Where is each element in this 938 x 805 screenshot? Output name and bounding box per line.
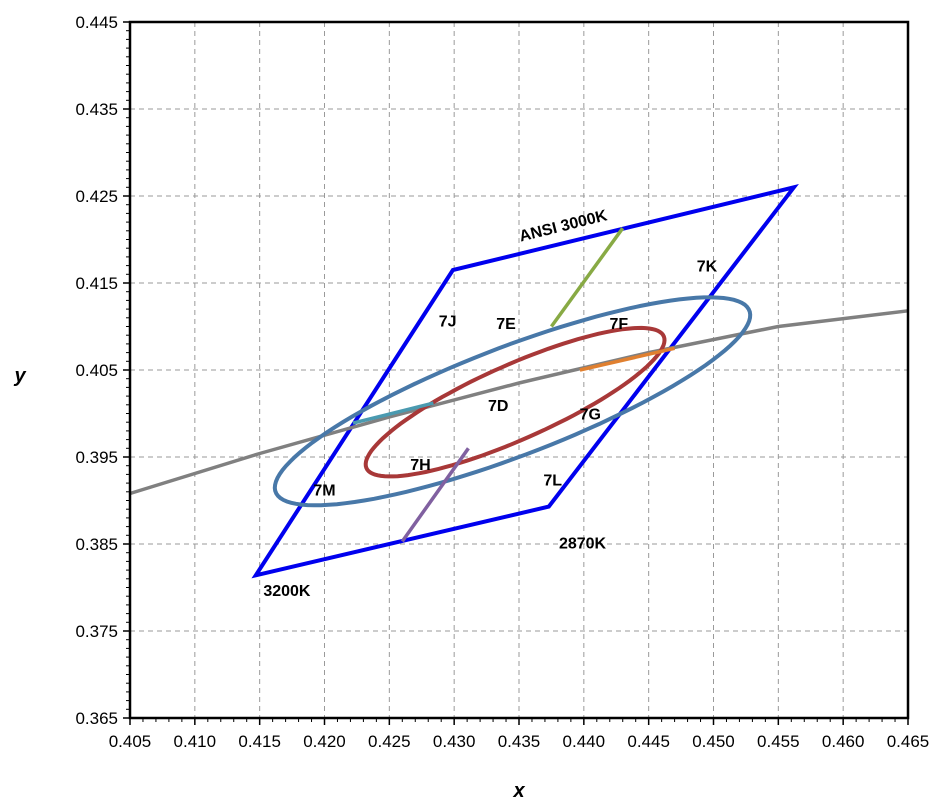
line-series-1 (129, 309, 909, 496)
annotation-label: 7D (488, 398, 508, 415)
y-tick-label: 0.395 (75, 448, 118, 467)
axis-ticks: 0.405 0.410 0.415 0.420 0.425 0.430 0.435 0.440… (75, 13, 929, 751)
y-tick-label: 0.375 (75, 622, 118, 641)
x-tick-label: 0.415 (238, 732, 281, 751)
annotation-label: 7E (496, 316, 516, 333)
x-tick-label: 0.460 (822, 732, 865, 751)
x-tick-label: 0.445 (627, 732, 670, 751)
annotation-label: 7M (313, 482, 335, 499)
y-tick-label: 0.415 (75, 274, 118, 293)
annotation-label: 7G (580, 407, 601, 424)
line-series-6 (352, 401, 434, 425)
x-tick-label: 0.465 (887, 732, 930, 751)
x-tick-label: 0.440 (563, 732, 606, 751)
annotation-label: 7H (410, 457, 430, 474)
x-tick-label: 0.420 (303, 732, 346, 751)
x-axis-title: x (512, 780, 525, 802)
annotation-label: 7F (610, 316, 629, 333)
x-tick-label: 0.455 (757, 732, 800, 751)
line-series-5 (579, 346, 675, 372)
line-series-0 (251, 184, 799, 579)
y-tick-label: 0.365 (75, 709, 118, 728)
annotation-label: 2870K (559, 535, 607, 552)
x-tick-label: 0.410 (174, 732, 217, 751)
annotation-label: 3200K (263, 583, 311, 600)
y-tick-label: 0.385 (75, 535, 118, 554)
annotation-label: ANSI 3000K (518, 207, 610, 245)
annotation-label: 7L (543, 473, 562, 490)
x-tick-label: 0.430 (433, 732, 476, 751)
y-axis-title: y (13, 365, 26, 387)
annotations: ANSI 3000K 7K 7J 7E 7F 7D 7G 7H 7L 7M 2870K 3200K (263, 207, 717, 600)
x-tick-label: 0.450 (692, 732, 735, 751)
series-layer (129, 184, 909, 579)
gridlines (130, 22, 908, 718)
line-series-4 (549, 227, 625, 328)
annotation-label: 7K (697, 259, 718, 276)
annotation-label: 7J (439, 314, 457, 331)
y-tick-label: 0.425 (75, 187, 118, 206)
x-tick-label: 0.425 (368, 732, 411, 751)
y-tick-label: 0.445 (75, 13, 118, 32)
ellipse-series-2 (272, 295, 753, 508)
ellipse-series-3 (363, 325, 667, 479)
x-tick-label: 0.435 (498, 732, 541, 751)
y-tick-label: 0.405 (75, 361, 118, 380)
x-tick-label: 0.405 (109, 732, 152, 751)
y-tick-label: 0.435 (75, 100, 118, 119)
line-series-7 (400, 447, 470, 543)
